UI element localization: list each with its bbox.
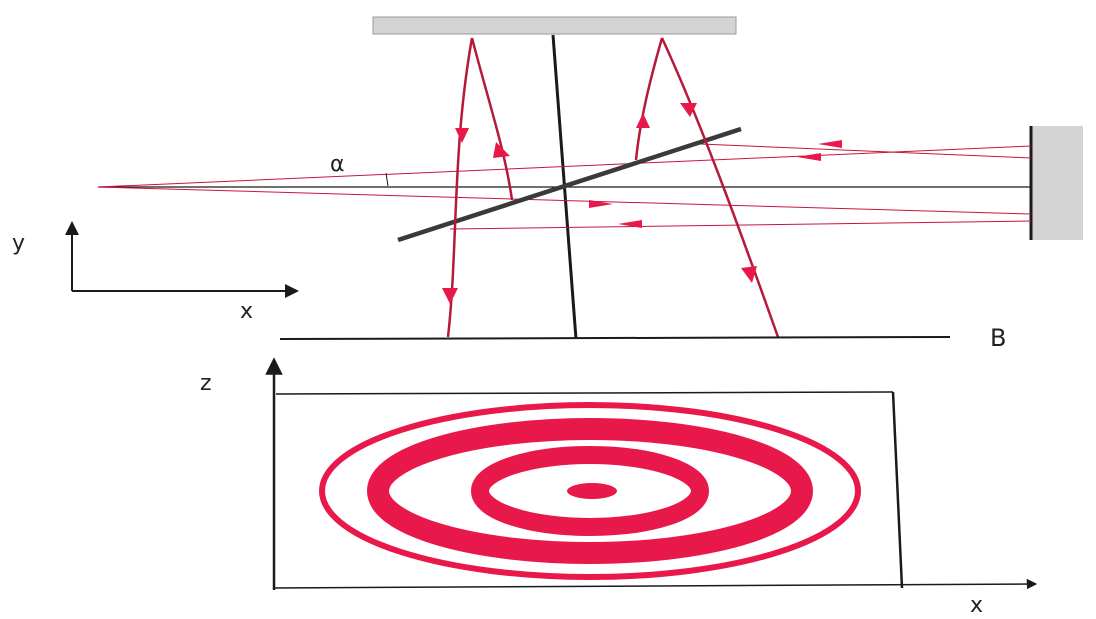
- right-ray-inner: [634, 37, 664, 161]
- plane-b-line: [279, 336, 951, 340]
- incoming-ray-upper: [97, 145, 1032, 188]
- right-mirror: [1031, 126, 1083, 240]
- ray-arrow-right-down: [680, 103, 697, 117]
- return-ray-lower: [449, 220, 1032, 230]
- x-axis-top-label: x: [240, 299, 253, 324]
- y-axis-label: y: [12, 231, 25, 256]
- screen-right-edge: [891, 391, 904, 589]
- z-axis-label: z: [200, 371, 212, 396]
- ray-arrow-left-bottom: [442, 288, 458, 304]
- left-ray-inner: [470, 37, 514, 201]
- interference-fringes: [319, 402, 861, 580]
- fringe-ring-2: [367, 418, 813, 564]
- alpha-angle-tick: [385, 172, 389, 187]
- ray-arrow-incoming-lower: [589, 200, 613, 208]
- ray-arrow-right-bottom: [741, 266, 757, 283]
- beam-splitter: [397, 126, 742, 243]
- ray-arrow-right-up: [636, 113, 650, 128]
- ray-arrow-left-down: [455, 128, 469, 143]
- right-ray-outer: [660, 37, 780, 338]
- screen-top-edge: [275, 391, 894, 395]
- ray-arrow-return-upper-b: [797, 153, 821, 161]
- plane-b-label: B: [990, 324, 1006, 352]
- fringe-ring-1: [319, 402, 861, 580]
- fringe-ring-3: [471, 446, 709, 536]
- incoming-ray-lower: [97, 186, 1032, 215]
- fringe-center-spot: [567, 483, 617, 499]
- ray-arrow-return-lower: [618, 220, 642, 228]
- left-ray-outer: [446, 37, 474, 338]
- return-ray-upper: [699, 143, 1032, 159]
- alpha-label: α: [330, 152, 345, 177]
- top-mirror: [372, 16, 737, 35]
- x-axis-bottom-label: x: [970, 593, 983, 618]
- ray-arrow-left-up: [493, 142, 510, 158]
- ray-arrow-return-upper-a: [818, 140, 842, 148]
- x-axis-bottom: [273, 578, 1038, 590]
